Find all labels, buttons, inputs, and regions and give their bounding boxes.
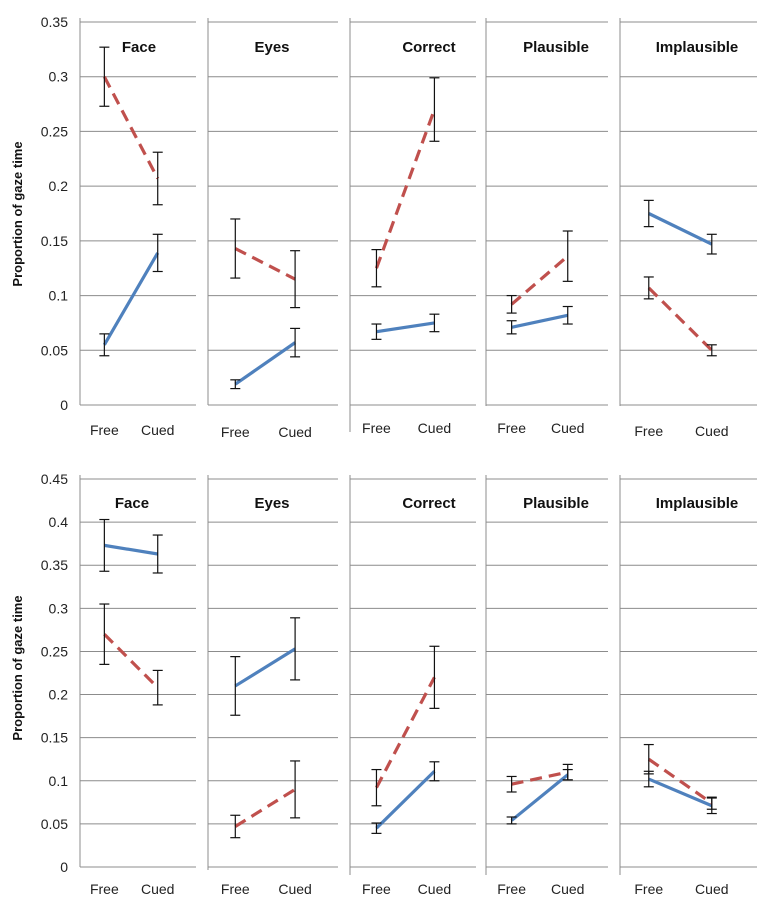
panel-correct: Free Cued Correct xyxy=(349,18,476,436)
y-tick-label: 0.2 xyxy=(49,687,69,703)
category-label-free: Free xyxy=(634,423,663,439)
panel-plausible: Free Cued Plausible xyxy=(485,475,608,897)
category-label-free: Free xyxy=(497,420,526,436)
panel-implausible: Free Cued Implausible xyxy=(619,18,757,439)
panel-eyes: Free Cued Eyes xyxy=(207,18,338,440)
panel-plausible: Free Cued Plausible xyxy=(485,18,608,436)
category-label-cued: Cued xyxy=(141,422,174,438)
panel-title: Eyes xyxy=(254,495,289,512)
category-label-cued: Cued xyxy=(551,420,584,436)
panel-title: Plausible xyxy=(523,39,589,56)
y-tick-label: 0.3 xyxy=(49,69,69,85)
series-line-solid-blue xyxy=(104,543,158,556)
series-line-dashed-red xyxy=(510,254,569,306)
y-tick-label: 0.15 xyxy=(41,730,68,746)
series-line-dashed-red xyxy=(234,788,296,828)
panel-face: Free Cued Face xyxy=(79,18,196,438)
series-line-solid-blue xyxy=(376,321,435,334)
series-line-solid-blue xyxy=(102,252,160,346)
panel-face: Free Cued Face xyxy=(79,475,196,897)
series-line-dashed-red xyxy=(103,633,159,689)
series-line-dashed-red xyxy=(374,108,436,269)
y-tick-label: 0.15 xyxy=(41,233,68,249)
series-line-solid-blue xyxy=(648,212,713,246)
y-tick-label: 0.1 xyxy=(49,288,69,304)
panel-title: Face xyxy=(122,39,156,56)
category-label-cued: Cued xyxy=(695,881,728,897)
category-label-free: Free xyxy=(362,420,391,436)
series-line-solid-blue xyxy=(511,313,569,329)
panel-eyes: Free Cued Eyes xyxy=(207,475,338,897)
y-tick-label: 0.35 xyxy=(41,557,68,573)
series-line-dashed-red xyxy=(647,757,713,805)
category-label-cued: Cued xyxy=(695,423,728,439)
y-tick-label: 0.25 xyxy=(41,123,68,139)
series-line-solid-blue xyxy=(648,777,713,808)
category-label-free: Free xyxy=(634,881,663,897)
y-tick-label: 0 xyxy=(60,859,68,875)
series-line-dashed-red xyxy=(375,676,436,789)
category-label-free: Free xyxy=(221,881,250,897)
category-label-cued: Cued xyxy=(278,881,311,897)
category-label-cued: Cued xyxy=(141,881,174,897)
category-label-free: Free xyxy=(362,881,391,897)
panel-title: Eyes xyxy=(254,39,289,56)
series-line-solid-blue xyxy=(234,647,296,688)
chart-top: 0 0.05 0.1 0.15 0.2 0.25 0.3 0.35 Proportion of … xyxy=(10,14,757,440)
category-label-free: Free xyxy=(497,881,526,897)
panel-title: Plausible xyxy=(523,495,589,512)
panel-title: Correct xyxy=(402,495,455,512)
series-line-dashed-red xyxy=(234,247,296,281)
y-tick-label: 0.3 xyxy=(49,600,69,616)
category-label-cued: Cued xyxy=(551,881,584,897)
category-label-free: Free xyxy=(90,422,119,438)
series-line-solid-blue xyxy=(510,773,569,822)
y-tick-label: 0.1 xyxy=(49,773,69,789)
series-line-dashed-red xyxy=(647,286,713,352)
y-tick-label: 0.05 xyxy=(41,342,68,358)
panel-correct: Free Cued Correct xyxy=(349,475,476,897)
y-tick-label: 0.25 xyxy=(41,643,68,659)
chart-bottom: 0 0.05 0.1 0.15 0.2 0.25 0.3 0.35 0.4 0.45 Proport… xyxy=(10,471,757,897)
y-tick-label: 0.45 xyxy=(41,471,68,487)
y-tick-label: 0 xyxy=(60,397,68,413)
series-line-solid-blue xyxy=(234,341,297,386)
y-tick-label: 0.2 xyxy=(49,178,69,194)
panel-title: Correct xyxy=(402,39,455,56)
y-tick-label: 0.35 xyxy=(41,14,68,30)
panel-implausible: Free Cued Implausible xyxy=(619,475,757,897)
category-label-free: Free xyxy=(90,881,119,897)
series-line-dashed-red xyxy=(102,75,160,180)
panel-title: Face xyxy=(115,495,149,512)
y-axis-label: Proportion of gaze time xyxy=(10,141,25,286)
series-line-solid-blue xyxy=(375,770,436,830)
category-label-cued: Cued xyxy=(278,424,311,440)
y-tick-label: 0.05 xyxy=(41,816,68,832)
category-label-cued: Cued xyxy=(418,881,451,897)
category-label-free: Free xyxy=(221,424,250,440)
panel-title: Implausible xyxy=(656,39,739,56)
panel-title: Implausible xyxy=(656,495,739,512)
category-label-cued: Cued xyxy=(418,420,451,436)
series-line-dashed-red xyxy=(511,770,569,786)
y-axis-label: Proportion of gaze time xyxy=(10,595,25,740)
y-tick-label: 0.4 xyxy=(49,514,69,530)
